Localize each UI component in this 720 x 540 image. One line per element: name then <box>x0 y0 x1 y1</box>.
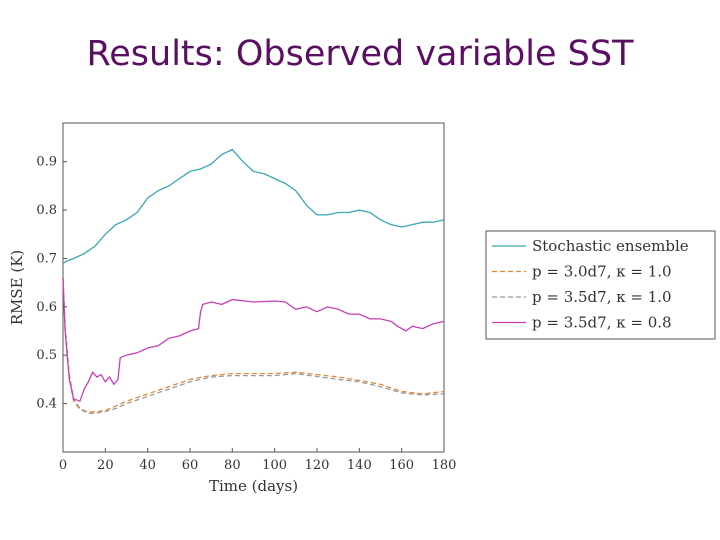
x-axis-label: Time (days) <box>209 477 298 495</box>
x-tick-label: 0 <box>59 458 67 473</box>
legend-label-3: p = 3.5d7, κ = 1.0 <box>532 288 672 306</box>
slide-title: Results: Observed variable SST <box>86 34 634 74</box>
y-tick-label: 0.6 <box>36 300 57 315</box>
legend-label-1: Stochastic ensemble <box>532 237 689 255</box>
y-tick-label: 0.8 <box>36 203 57 218</box>
y-tick-label: 0.5 <box>36 348 57 363</box>
plot-frame <box>62 122 445 453</box>
x-tick-label: 80 <box>224 458 241 473</box>
legend-box <box>485 230 716 340</box>
x-tick-label: 160 <box>389 458 414 473</box>
x-tick-label: 100 <box>262 458 287 473</box>
y-tick-label: 0.7 <box>36 251 57 266</box>
x-tick-label: 180 <box>432 458 457 473</box>
x-tick-label: 60 <box>182 458 199 473</box>
legend: Stochastic ensemble p = 3.0d7, κ = 1.0 p =… <box>485 230 716 340</box>
x-tick-label: 40 <box>139 458 156 473</box>
series-line-2 <box>62 277 445 413</box>
x-tick-label: 20 <box>97 458 114 473</box>
legend-label-4: p = 3.5d7, κ = 0.8 <box>532 314 672 332</box>
y-tick-label: 0.4 <box>36 397 57 412</box>
series-line-1 <box>62 148 445 264</box>
x-tick-label: 120 <box>305 458 330 473</box>
x-tick-label: 140 <box>347 458 372 473</box>
y-axis-label: RMSE (K) <box>8 250 26 326</box>
y-tick-label: 0.9 <box>36 155 57 170</box>
legend-label-2: p = 3.0d7, κ = 1.0 <box>532 263 672 281</box>
series-line-4 <box>62 277 445 403</box>
series-line-3 <box>62 277 445 414</box>
